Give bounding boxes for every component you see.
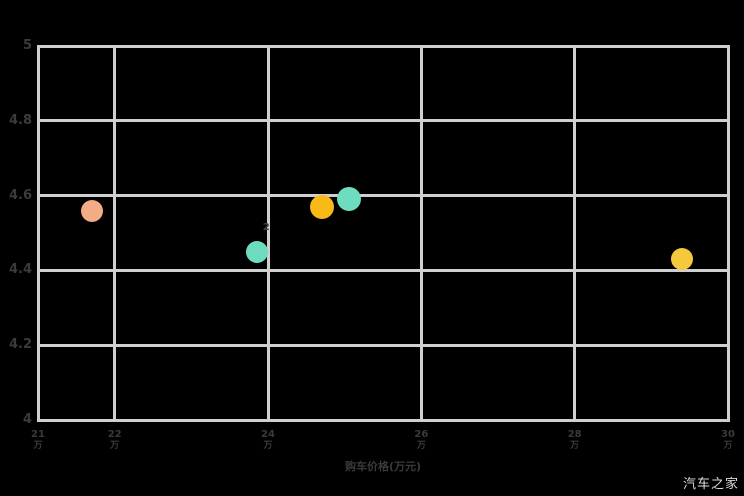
x-tick-value: 22: [107, 429, 122, 440]
x-tick-unit: 万: [263, 441, 273, 451]
x-gridline: [113, 44, 117, 422]
y-tick-label: 4.2: [8, 337, 32, 353]
y-tick-label: 4.8: [8, 112, 32, 128]
x-gridline: [266, 44, 270, 422]
y-gridline: [36, 343, 730, 347]
x-gridline: [726, 44, 730, 422]
x-tick-unit: 万: [723, 441, 733, 451]
x-gridline: [36, 44, 40, 422]
x-tick-unit: 万: [416, 441, 426, 451]
x-tick-label: 24 万: [246, 429, 290, 452]
y-gridline: [36, 44, 730, 48]
y-gridline: [36, 418, 730, 422]
x-tick-label: 26 万: [399, 429, 443, 452]
x-tick-value: 30: [721, 429, 735, 440]
x-tick-label: 21 万: [16, 429, 60, 452]
faint-data-label: 2: [262, 222, 270, 234]
x-axis-title: 购车价格(万元): [344, 460, 422, 473]
y-tick-label: 4: [22, 412, 32, 427]
y-tick-label: 5: [22, 38, 32, 53]
x-tick-value: 24: [261, 429, 275, 440]
x-tick-value: 28: [567, 429, 582, 440]
bubble-salmon[interactable]: [80, 199, 103, 222]
y-tick-label: 4.4: [8, 262, 32, 278]
bubble-gold-right[interactable]: [671, 248, 693, 271]
y-gridline: [36, 194, 730, 198]
x-tick-unit: 万: [570, 441, 580, 451]
bubble-mint-left[interactable]: [245, 240, 268, 263]
x-gridline: [573, 44, 577, 422]
x-tick-value: 26: [414, 429, 429, 440]
bubble-gold-left[interactable]: [309, 194, 334, 219]
x-tick-value: 21: [31, 429, 45, 440]
x-gridline: [419, 44, 423, 422]
y-gridline: [36, 119, 730, 123]
x-tick-unit: 万: [33, 441, 43, 451]
x-tick-label: 28 万: [553, 429, 597, 452]
y-tick-label: 4.6: [8, 187, 32, 203]
y-gridline: [36, 268, 730, 272]
x-tick-unit: 万: [110, 441, 120, 451]
watermark-autohome: 汽车之家: [682, 477, 739, 492]
x-tick-label: 30 万: [706, 429, 744, 452]
bubble-mint-right[interactable]: [336, 187, 361, 212]
x-tick-label: 22 万: [93, 429, 137, 452]
